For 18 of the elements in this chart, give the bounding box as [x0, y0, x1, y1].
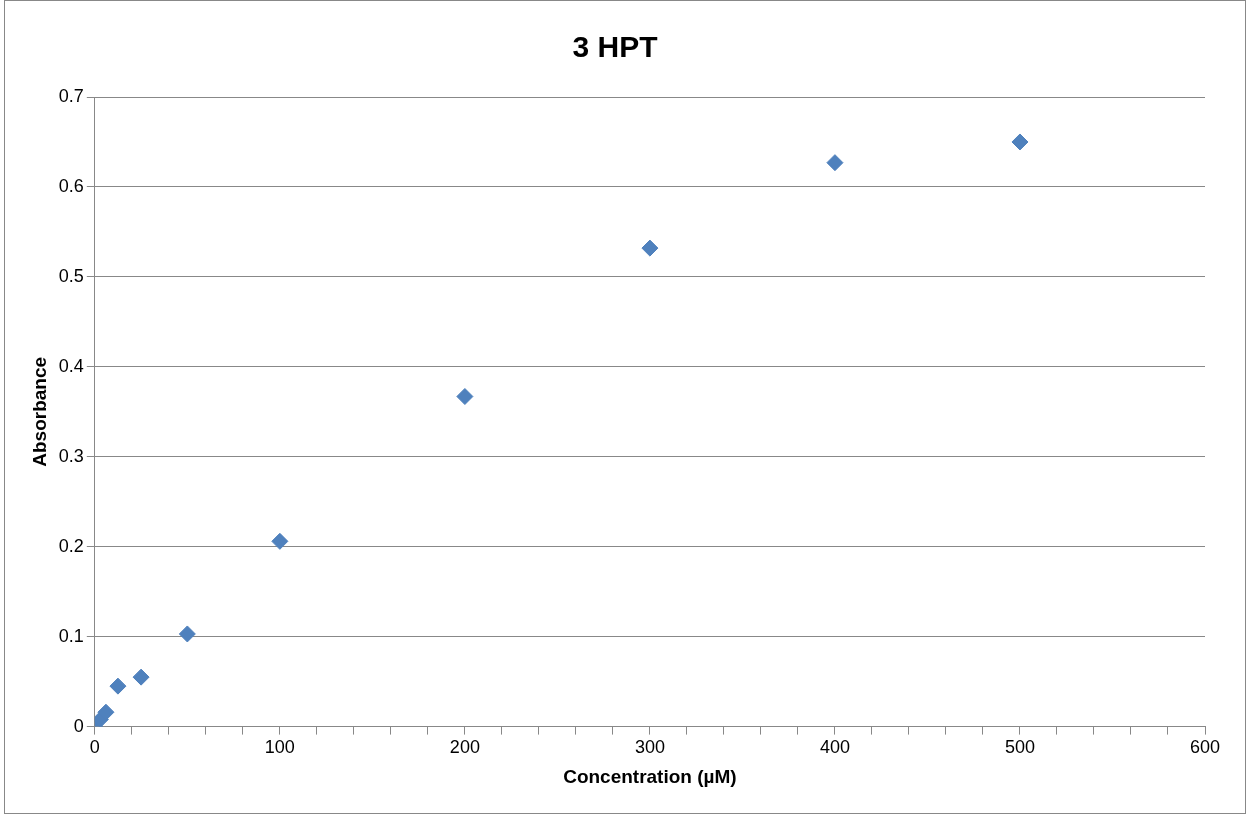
- y-tick-label: 0.6: [58, 175, 84, 196]
- x-tick-label: 200: [449, 737, 480, 758]
- x-tick-label: 400: [819, 737, 850, 758]
- y-axis-title: Absorbance: [28, 356, 50, 467]
- x-tick-label: 500: [1004, 737, 1035, 758]
- x-tick-label: 100: [264, 737, 295, 758]
- y-tick-label: 0.7: [58, 85, 84, 106]
- x-tick-label: 300: [634, 737, 665, 758]
- y-tick-label: 0.5: [58, 265, 84, 286]
- y-tick-label: 0.1: [58, 625, 84, 646]
- x-axis-title: Concentration (µM): [563, 765, 737, 787]
- y-tick-label: 0.4: [58, 355, 84, 376]
- x-tick-label: 600: [1189, 737, 1221, 758]
- y-tick-label: 0.3: [58, 445, 84, 466]
- x-tick-label: 0: [89, 737, 100, 758]
- y-tick-label: 0: [73, 715, 84, 736]
- y-tick-label: 0.2: [58, 535, 84, 556]
- chart-title: 3 HPT: [572, 30, 658, 64]
